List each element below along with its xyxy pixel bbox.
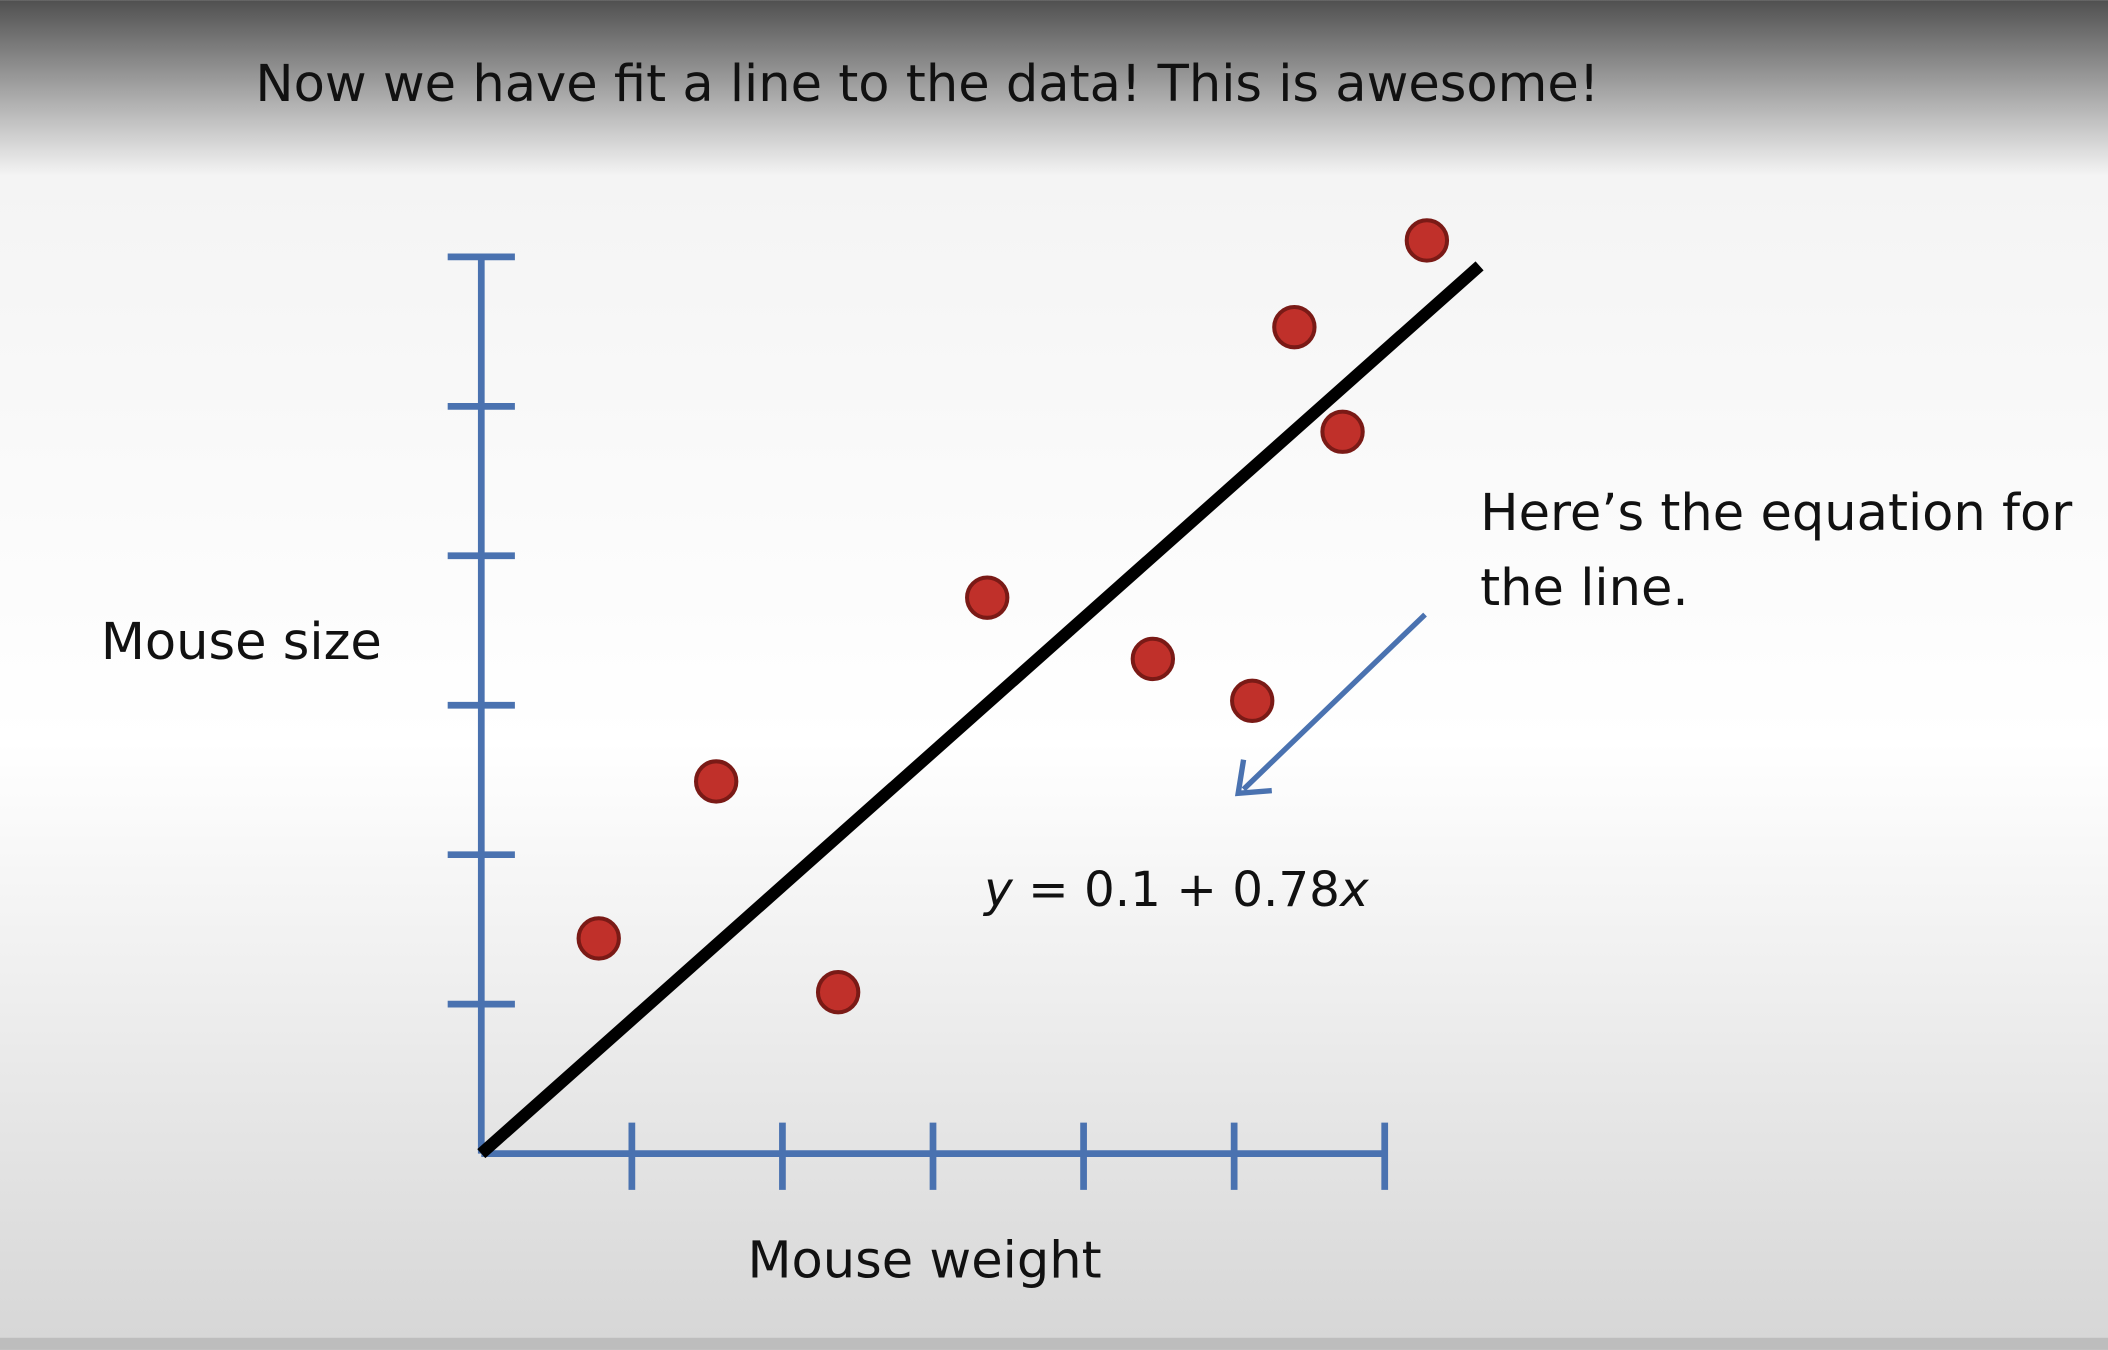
chart-title: Now we have fit a line to the data! This… xyxy=(255,55,1599,114)
equation: y = 0.1 + 0.78x xyxy=(982,862,1370,918)
data-point xyxy=(1230,678,1275,723)
arrow-shaft xyxy=(1241,612,1427,792)
data-point xyxy=(1320,409,1365,454)
x-axis-label: Mouse weight xyxy=(747,1231,1101,1290)
annotation-line: Here’s the equation for xyxy=(1480,484,2072,543)
equation-part: y xyxy=(982,862,1014,918)
data-point xyxy=(815,970,861,1015)
data-point xyxy=(965,575,1010,620)
bottom-strip xyxy=(0,1337,2108,1350)
data-point xyxy=(1404,218,1450,263)
annotation-line: the line. xyxy=(1480,559,1688,618)
data-point xyxy=(576,916,621,961)
arrow-head xyxy=(1234,759,1273,797)
fit-line xyxy=(477,261,1484,1159)
data-point xyxy=(1272,304,1317,350)
data-point xyxy=(1130,636,1176,682)
data-point xyxy=(693,759,739,804)
equation-part: x xyxy=(1338,862,1370,918)
y-axis-label: Mouse size xyxy=(101,613,382,672)
equation-part: = 0.1 + 0.78 xyxy=(1013,862,1340,918)
